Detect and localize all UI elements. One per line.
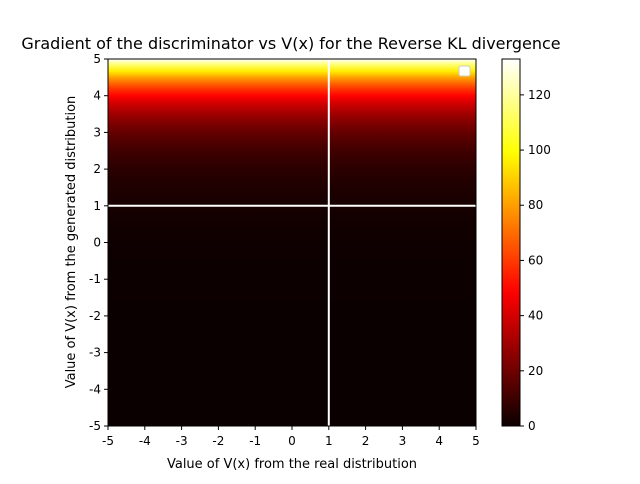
heatmap-field xyxy=(108,59,476,426)
colorbar-tick-label: 120 xyxy=(528,88,551,102)
y-axis: -5 -4 -3 -2 -1 0 1 2 3 4 5 xyxy=(89,52,108,433)
legend-box xyxy=(458,65,471,77)
x-tick-label: -2 xyxy=(212,434,224,448)
x-tick-label: 1 xyxy=(325,434,333,448)
colorbar-tick-label: 20 xyxy=(528,364,543,378)
x-tick-label: 3 xyxy=(399,434,407,448)
colorbar-tick-label: 60 xyxy=(528,253,543,267)
x-tick-label: 5 xyxy=(472,434,480,448)
y-tick-label: -3 xyxy=(89,346,101,360)
y-tick-label: 0 xyxy=(93,236,101,250)
y-tick-label: -1 xyxy=(89,272,101,286)
y-tick-label: 3 xyxy=(93,125,101,139)
legend-empty-handle xyxy=(458,65,471,77)
y-tick-label: -2 xyxy=(89,309,101,323)
y-tick-label: 4 xyxy=(93,89,101,103)
colorbar-axis: 0 20 40 60 80 100 120 xyxy=(520,88,551,433)
colorbar-tick-label: 0 xyxy=(528,419,536,433)
x-tick-label: 2 xyxy=(362,434,370,448)
colorbar-tick-label: 100 xyxy=(528,143,551,157)
colorbar-tick-label: 40 xyxy=(528,309,543,323)
x-tick-label: -3 xyxy=(176,434,188,448)
x-tick-label: 4 xyxy=(435,434,443,448)
x-tick-label: -4 xyxy=(139,434,151,448)
colorbar xyxy=(501,58,521,427)
y-tick-label: 1 xyxy=(93,199,101,213)
chart-title: Gradient of the discriminator vs V(x) fo… xyxy=(21,34,560,53)
y-tick-label: -4 xyxy=(89,382,101,396)
x-tick-label: 0 xyxy=(288,434,296,448)
y-tick-label: 5 xyxy=(93,52,101,66)
y-tick-label: -5 xyxy=(89,419,101,433)
y-tick-label: 2 xyxy=(93,162,101,176)
x-tick-label: -5 xyxy=(102,434,114,448)
x-axis-label: Value of V(x) from the real distribution xyxy=(167,457,417,472)
y-axis-label: Value of V(x) from the generated distrib… xyxy=(64,96,79,389)
colorbar-tick-label: 80 xyxy=(528,198,543,212)
x-axis: -5 -4 -3 -2 -1 0 1 2 3 4 5 xyxy=(102,426,480,448)
x-tick-label: -1 xyxy=(249,434,261,448)
